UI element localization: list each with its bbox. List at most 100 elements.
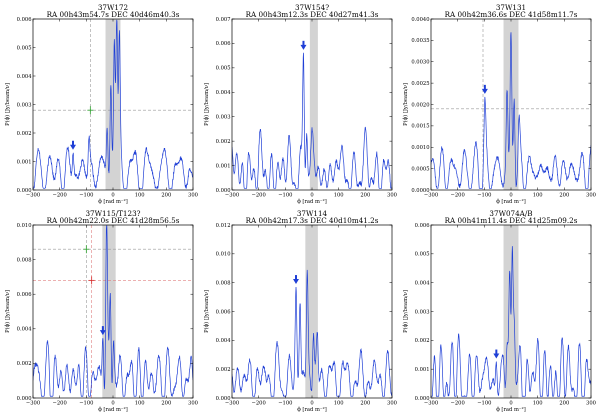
y-tick-label: 0.012 — [216, 223, 231, 229]
peak-arrow-icon — [481, 84, 488, 94]
panel-3: −300 −200 −100 0 100 200 300 0.0000 0.0005 0.0010… — [402, 3, 596, 205]
x-tick-label: −300 — [26, 193, 40, 199]
faraday-spectrum-line — [33, 19, 193, 190]
x-tick-label: −300 — [26, 401, 40, 407]
x-tick-label: 0 — [111, 401, 114, 407]
panel-title: 37W172 — [98, 3, 128, 12]
x-tick-label: −100 — [79, 401, 93, 407]
y-tick-label: 0.005 — [415, 252, 430, 258]
y-tick-label: 0.006 — [216, 41, 231, 47]
panel-title: 37W154? — [295, 3, 329, 12]
x-tick-label: −100 — [477, 193, 491, 199]
x-tick-label: 200 — [559, 401, 569, 407]
y-tick-label: 0.0030 — [411, 60, 429, 66]
y-axis-label: P(ϕ) [Jy/beam/ν] — [4, 290, 11, 333]
faraday-spectrum-line — [431, 32, 591, 189]
y-tick-label: 0.002 — [216, 367, 231, 373]
x-tick-label: 0 — [310, 401, 313, 407]
y-tick-label: 0.000 — [17, 188, 32, 194]
faraday-spectrum-line — [431, 246, 591, 397]
y-tick-label: 0.0015 — [411, 124, 429, 130]
x-tick-label: −100 — [79, 193, 93, 199]
y-tick-label: 0.006 — [415, 223, 430, 229]
y-axis-label: P(ϕ) [Jy/beam/ν] — [4, 83, 11, 126]
y-tick-label: 0.000 — [17, 396, 32, 402]
x-tick-label: −300 — [225, 193, 239, 199]
x-tick-label: 100 — [135, 401, 145, 407]
peak-arrow-icon — [293, 275, 299, 285]
y-tick-label: 0.000 — [216, 396, 231, 402]
y-tick-label: 0.0005 — [411, 166, 429, 172]
y-tick-label: 0.006 — [216, 309, 231, 315]
x-tick-label: −100 — [477, 401, 491, 407]
panel-title: 37W114 — [297, 209, 328, 218]
x-tick-label: 300 — [188, 193, 198, 199]
x-tick-label: 0 — [509, 193, 512, 199]
y-tick-label: 0.000 — [415, 396, 430, 402]
marker-green — [87, 106, 94, 115]
y-axis-label: P(ϕ) [Jy/beam/ν] — [203, 290, 210, 333]
y-tick-label: 0.001 — [415, 367, 430, 373]
peak-arrow-icon — [493, 349, 500, 359]
y-tick-label: 0.005 — [17, 45, 32, 51]
y-tick-label: 0.004 — [17, 327, 33, 333]
y-tick-label: 0.004 — [415, 280, 431, 286]
x-tick-label: 200 — [360, 401, 370, 407]
x-tick-label: 200 — [360, 193, 370, 199]
panel-coordinates: RA 00h43m12.3s DEC 40d27m41.3s — [246, 10, 379, 19]
y-tick-label: 0.0010 — [411, 145, 429, 151]
x-axis-label: ϕ [rad m⁻²] — [297, 407, 327, 412]
panel-1: −300 −200 −100 0 100 200 300 0.000 0.001 0.002 0.0… — [4, 3, 198, 205]
y-tick-label: 0.000 — [216, 188, 231, 194]
y-tick-label: 0.004 — [216, 90, 232, 96]
y-tick-label: 0.008 — [216, 280, 231, 286]
x-tick-label: −200 — [252, 193, 266, 199]
faraday-spectrum-line — [232, 52, 392, 189]
marker-green — [83, 245, 90, 254]
x-tick-label: 300 — [586, 193, 596, 199]
y-tick-label: 0.004 — [216, 338, 232, 344]
y-tick-label: 0.002 — [17, 131, 32, 137]
x-axis-label: ϕ [rad m⁻²] — [496, 199, 526, 205]
x-tick-label: −100 — [278, 401, 292, 407]
panel-title: 37W115/T123? — [85, 209, 140, 218]
rm-band — [503, 19, 519, 190]
peak-arrow-icon — [99, 326, 106, 336]
panel-title: 37W074A/B — [489, 209, 532, 218]
y-tick-label: 0.0000 — [411, 188, 429, 194]
x-tick-label: 200 — [559, 193, 569, 199]
panel-2: −300 −200 −100 0 100 200 300 0.000 0.001 0.002 0.0… — [203, 3, 397, 205]
y-tick-label: 0.004 — [17, 74, 33, 80]
rm-band — [105, 19, 121, 190]
x-axis-label: ϕ [rad m⁻²] — [496, 407, 526, 412]
x-axis-label: ϕ [rad m⁻²] — [297, 199, 327, 205]
panel-title: 37W131 — [496, 3, 526, 12]
y-tick-label: 0.005 — [216, 66, 231, 72]
panel-4: −300 −200 −100 0 100 200 300 0.000 0.002 0.004 0.0… — [4, 209, 198, 412]
y-tick-label: 0.0020 — [411, 102, 429, 108]
x-tick-label: −200 — [451, 193, 465, 199]
y-axis-label: P(ϕ) [Jy/beam/ν] — [203, 83, 210, 126]
y-tick-label: 0.002 — [216, 139, 231, 145]
rm-band — [309, 19, 318, 190]
x-tick-label: 100 — [334, 193, 344, 199]
x-tick-label: 100 — [135, 193, 145, 199]
y-tick-label: 0.006 — [17, 292, 32, 298]
panel-coordinates: RA 00h42m17.3s DEC 40d10m41.2s — [246, 216, 379, 225]
rm-band — [305, 225, 318, 398]
x-tick-label: −200 — [53, 401, 67, 407]
x-tick-label: 0 — [310, 193, 313, 199]
y-tick-label: 0.0025 — [411, 81, 429, 87]
x-tick-label: −200 — [252, 401, 266, 407]
x-tick-label: 100 — [334, 401, 344, 407]
x-tick-label: 200 — [161, 401, 171, 407]
x-axis-label: ϕ [rad m⁻²] — [98, 407, 128, 412]
panel-coordinates: RA 00h42m22.0s DEC 41d28m56.5s — [47, 216, 180, 225]
x-tick-label: 300 — [188, 401, 198, 407]
faraday-spectrum-line — [33, 225, 193, 397]
x-tick-label: −300 — [225, 401, 239, 407]
x-tick-label: −100 — [278, 193, 292, 199]
x-tick-label: 300 — [387, 193, 397, 199]
x-tick-label: 0 — [509, 401, 512, 407]
